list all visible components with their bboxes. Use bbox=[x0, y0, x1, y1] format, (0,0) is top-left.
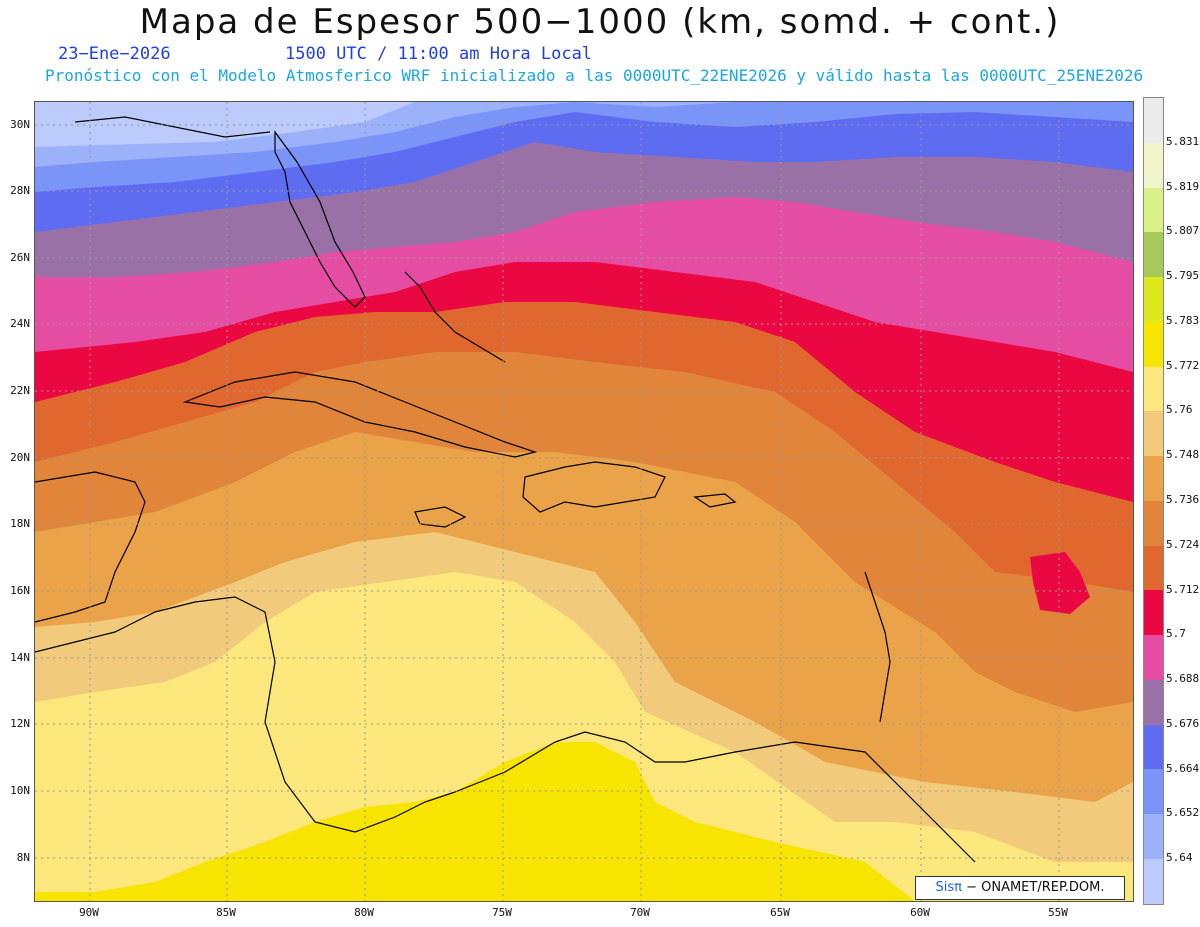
lon-label: 60W bbox=[910, 906, 930, 919]
colorbar-label: 5.676 bbox=[1166, 716, 1200, 730]
colorbar-swatch bbox=[1144, 321, 1163, 367]
colorbar-swatch bbox=[1144, 769, 1163, 815]
colorbar-label: 5.76 bbox=[1166, 403, 1193, 417]
lat-label: 10N bbox=[10, 784, 30, 797]
colorbar-swatch bbox=[1144, 590, 1163, 636]
forecast-time: 1500 UTC / 11:00 am Hora Local bbox=[285, 44, 593, 64]
colorbar-label: 5.831 bbox=[1166, 134, 1200, 148]
coast-central-america bbox=[35, 596, 456, 833]
colorbar-swatch bbox=[1144, 142, 1163, 188]
colorbar-label: 5.783 bbox=[1166, 313, 1200, 327]
lon-label: 80W bbox=[354, 906, 374, 919]
colorbar-swatch bbox=[1144, 814, 1163, 860]
graticule bbox=[35, 102, 1133, 901]
colorbar-swatch bbox=[1144, 724, 1163, 770]
map-canvas bbox=[35, 102, 1133, 901]
colorbar-swatch bbox=[1144, 859, 1163, 904]
lat-label: 18N bbox=[10, 517, 30, 530]
colorbar bbox=[1143, 97, 1164, 905]
lat-label: 8N bbox=[16, 851, 30, 864]
cell-5712-east bbox=[1030, 552, 1090, 614]
colorbar-label: 5.724 bbox=[1166, 537, 1200, 551]
coast-yucatan bbox=[35, 471, 146, 623]
lat-label: 12N bbox=[10, 717, 30, 730]
lon-label: 65W bbox=[770, 906, 790, 919]
colorbar-swatch bbox=[1144, 456, 1163, 501]
coast-bahamas bbox=[404, 271, 506, 363]
forecast-date: 23−Ene−2026 bbox=[58, 44, 171, 64]
coast-jamaica bbox=[414, 506, 467, 528]
lon-label: 55W bbox=[1048, 906, 1068, 919]
colorbar-label: 5.7 bbox=[1166, 627, 1186, 641]
lon-label: 70W bbox=[630, 906, 650, 919]
colorbar-label: 5.772 bbox=[1166, 358, 1200, 372]
colorbar-label: 5.819 bbox=[1166, 179, 1200, 193]
coastlines bbox=[35, 116, 976, 863]
colorbar-label: 5.712 bbox=[1166, 582, 1200, 596]
lat-label: 30N bbox=[10, 118, 30, 131]
colorbar-swatch bbox=[1144, 187, 1163, 233]
coast-hispaniola bbox=[522, 461, 666, 513]
colorbar-label: 5.652 bbox=[1166, 806, 1200, 820]
colorbar-swatch bbox=[1144, 500, 1163, 546]
map-title: Mapa de Espesor 500−1000 (km, somd. + co… bbox=[139, 2, 1061, 42]
coast-cuba bbox=[182, 371, 538, 458]
credit-text: − ONAMET/REP.DOM. bbox=[961, 880, 1105, 895]
lat-label: 24N bbox=[10, 317, 30, 330]
colorbar-label: 5.64 bbox=[1166, 851, 1193, 865]
lat-label: 20N bbox=[10, 451, 30, 464]
colorbar-label: 5.736 bbox=[1166, 493, 1200, 506]
colorbar-swatch bbox=[1144, 366, 1163, 412]
colorbar-swatch bbox=[1144, 679, 1163, 725]
coast-gulf bbox=[74, 116, 271, 138]
colorbar-swatch bbox=[1144, 232, 1163, 278]
lat-label: 26N bbox=[10, 251, 30, 264]
coast-south-america bbox=[454, 731, 976, 863]
coast-lesser-antilles bbox=[864, 571, 891, 723]
credit-brand: Sisπ bbox=[935, 880, 962, 895]
colorbar-swatch bbox=[1144, 277, 1163, 322]
lon-label: 90W bbox=[79, 906, 99, 919]
model-description: Pronóstico con el Modelo Atmosferico WRF… bbox=[45, 66, 1144, 85]
thickness-map bbox=[34, 101, 1134, 902]
colorbar-label: 5.688 bbox=[1166, 672, 1200, 686]
colorbar-label: 5.795 bbox=[1166, 269, 1200, 283]
coast-puerto-rico bbox=[693, 493, 737, 508]
lat-label: 28N bbox=[10, 184, 30, 197]
colorbar-label: 5.664 bbox=[1166, 761, 1200, 775]
lon-label: 85W bbox=[216, 906, 236, 919]
band-5628 bbox=[35, 102, 415, 147]
colorbar-label: 5.807 bbox=[1166, 224, 1200, 238]
credit-box: Sisπ − ONAMET/REP.DOM. bbox=[915, 876, 1125, 900]
lat-label: 16N bbox=[10, 584, 30, 597]
lon-label: 75W bbox=[492, 906, 512, 919]
colorbar-label: 5.748 bbox=[1166, 448, 1200, 462]
colorbar-swatch bbox=[1144, 411, 1163, 457]
coast-florida bbox=[274, 130, 366, 308]
colorbar-swatch bbox=[1144, 545, 1163, 591]
colorbar-swatch bbox=[1144, 98, 1163, 143]
lat-label: 22N bbox=[10, 384, 30, 397]
colorbar-swatch bbox=[1144, 635, 1163, 680]
lat-label: 14N bbox=[10, 651, 30, 664]
